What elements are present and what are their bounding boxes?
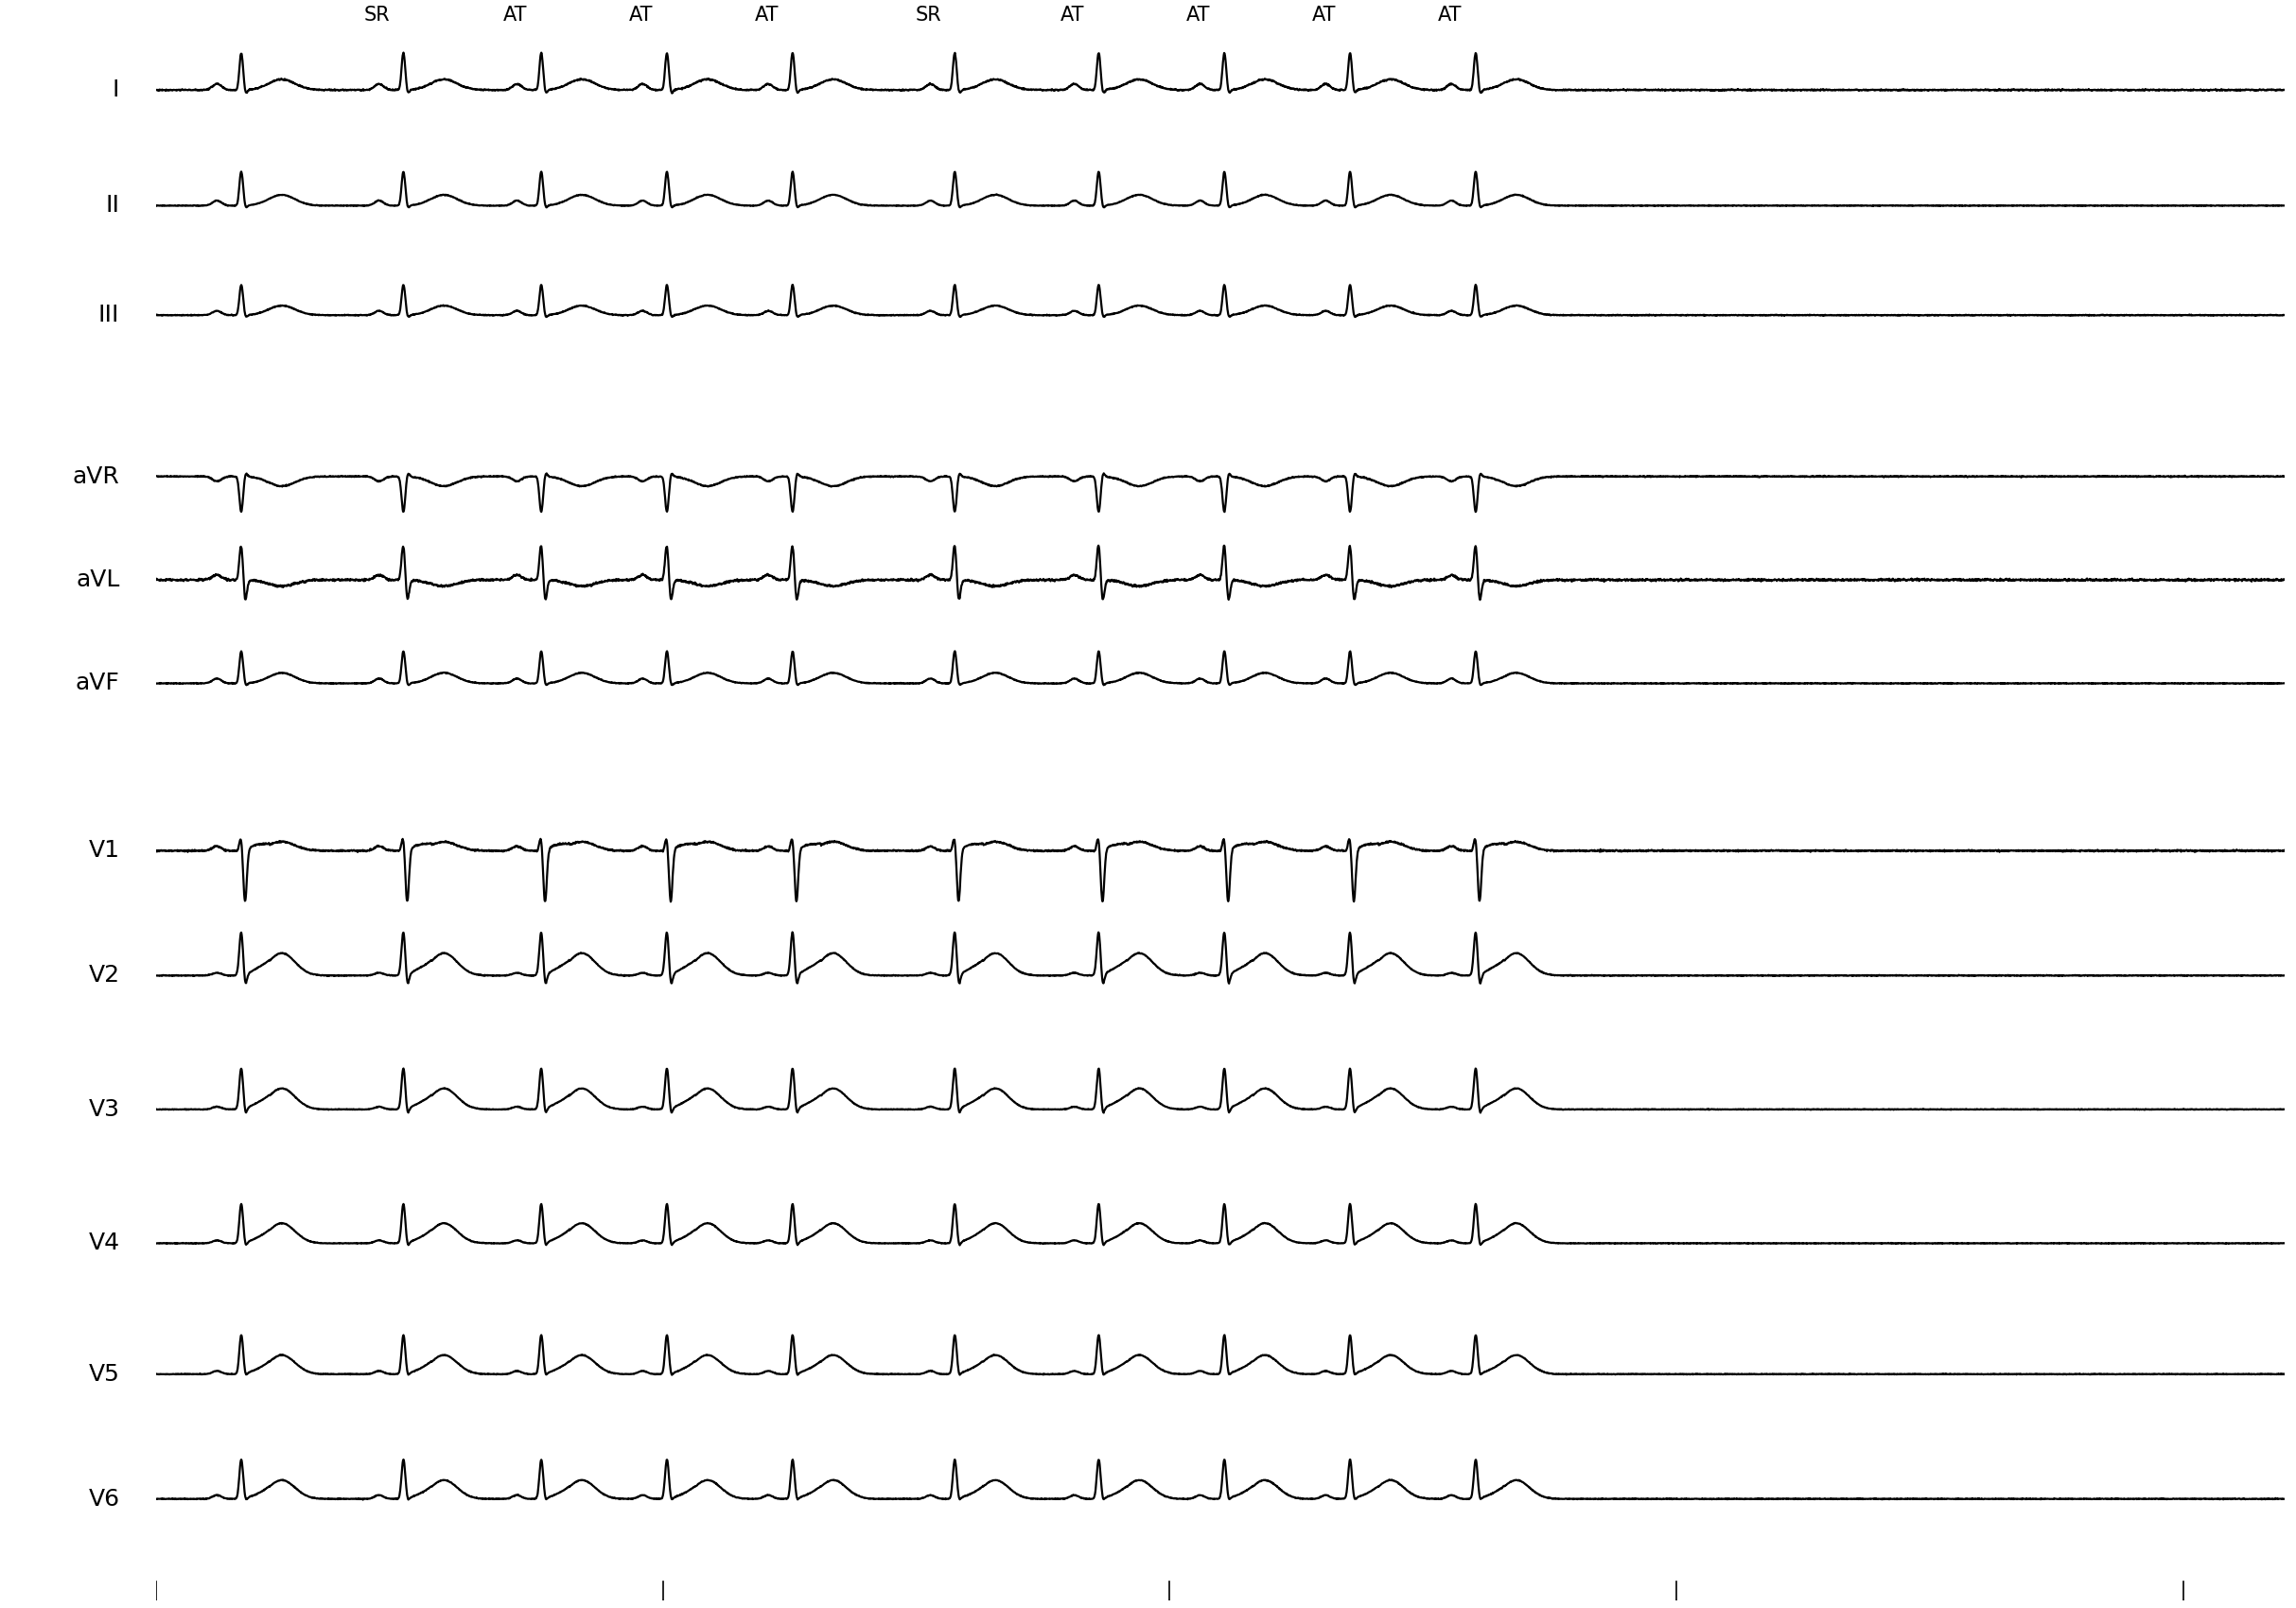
Text: III: III <box>99 304 119 326</box>
Text: V3: V3 <box>90 1098 119 1121</box>
Text: aVF: aVF <box>76 672 119 695</box>
Text: SR: SR <box>916 5 941 24</box>
Text: I: I <box>113 79 119 101</box>
Text: AT: AT <box>1437 5 1463 24</box>
Text: II: II <box>106 195 119 217</box>
Text: V6: V6 <box>87 1487 119 1510</box>
Text: V4: V4 <box>87 1232 119 1254</box>
Text: AT: AT <box>1061 5 1084 24</box>
Text: AT: AT <box>629 5 652 24</box>
Text: SR: SR <box>365 5 390 24</box>
Text: AT: AT <box>1311 5 1336 24</box>
Text: aVL: aVL <box>76 569 119 592</box>
Text: V5: V5 <box>90 1364 119 1386</box>
Text: V1: V1 <box>90 839 119 862</box>
Text: AT: AT <box>755 5 778 24</box>
Text: aVR: aVR <box>73 465 119 487</box>
Text: AT: AT <box>1187 5 1210 24</box>
Text: AT: AT <box>503 5 528 24</box>
Text: V2: V2 <box>87 965 119 987</box>
